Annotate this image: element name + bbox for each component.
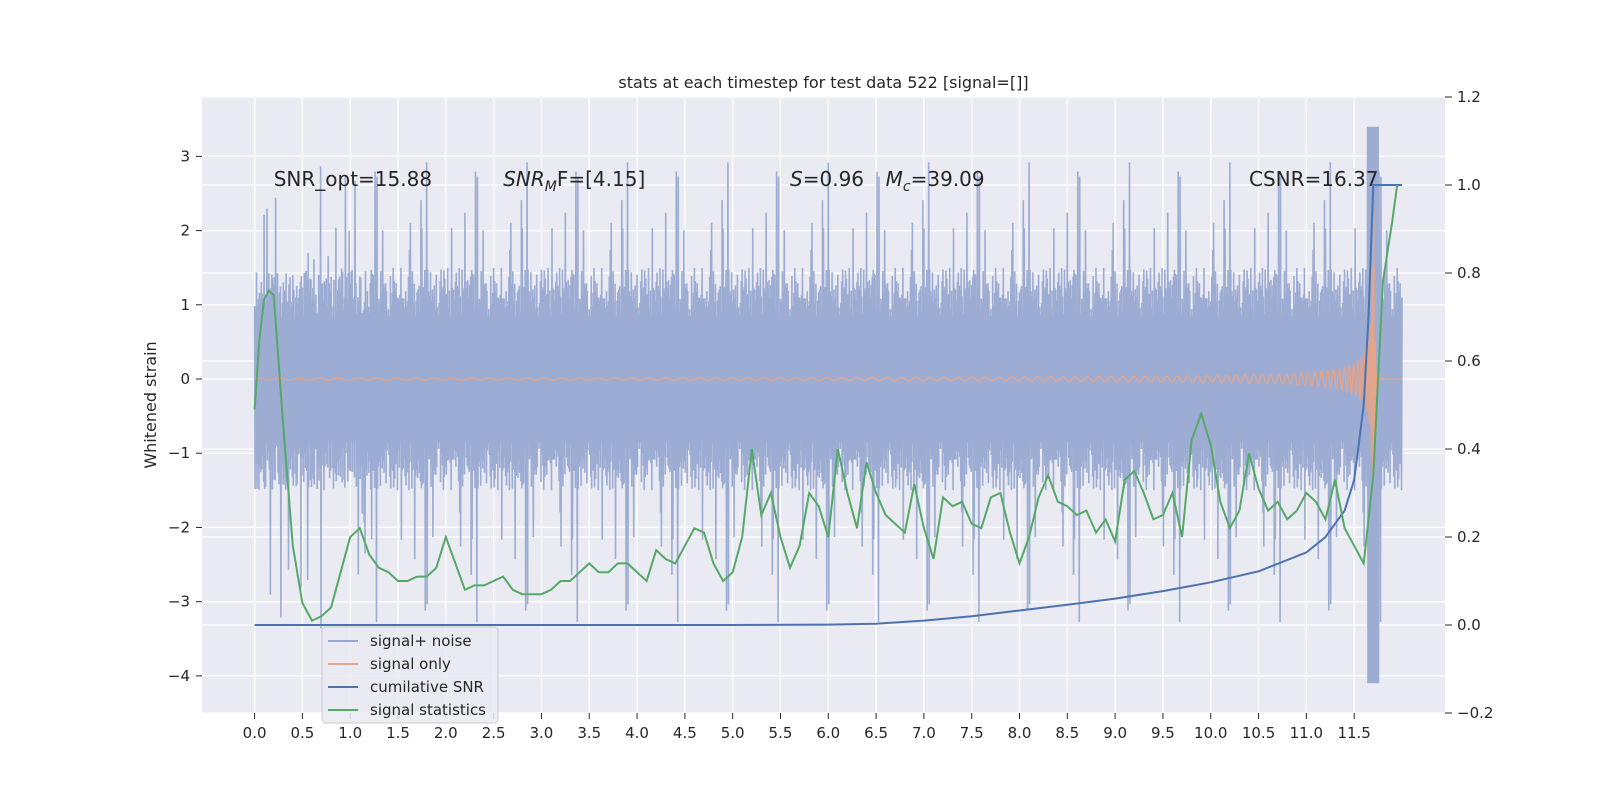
y2-tick-label: 0.2 [1457, 528, 1481, 546]
annotation-text: Mc=39.09 [886, 167, 985, 195]
signal-noise-line [253, 126, 1403, 684]
x-tick-label: 4.5 [673, 724, 697, 742]
y2-tick-label: 0.0 [1457, 616, 1481, 634]
x-tick-label: 10.5 [1242, 724, 1275, 742]
annotations: SNR_opt=15.88 SNRMF=[4.15] S=0.96 Mc=39.09 C… [274, 167, 1379, 195]
x-tick-label: 6.0 [816, 724, 840, 742]
annotation-text: S=0.96 [790, 167, 864, 191]
annotation-text: SNR_opt=15.88 [274, 167, 432, 191]
y2-tick-label: 1.2 [1457, 88, 1481, 106]
y2-tick-label: −0.2 [1457, 704, 1493, 722]
annotation-value: F=[4.15] [557, 167, 645, 191]
x-tick-label: 8.0 [1008, 724, 1032, 742]
x-tick-label: 6.5 [864, 724, 888, 742]
annotation-value: =39.09 [911, 167, 985, 191]
x-tick-label: 3.5 [577, 724, 601, 742]
x-tick-label: 2.0 [434, 724, 458, 742]
annotation-text: SNRMF=[4.15] [503, 167, 645, 195]
x-tick-label: 11.5 [1337, 724, 1370, 742]
annotation-main: CSNR=16.37 [1249, 167, 1379, 191]
cumulative-snr-line [254, 184, 1402, 626]
y-tick-label: −1 [168, 444, 190, 462]
y-tick-label: 1 [180, 296, 190, 314]
x-tick-label: 5.5 [769, 724, 793, 742]
y2-tick-label: 0.4 [1457, 440, 1481, 458]
x-tick-label: 10.0 [1194, 724, 1227, 742]
legend-box [321, 626, 499, 724]
legend-label: signal only [370, 655, 451, 673]
x-tick-label: 9.0 [1103, 724, 1127, 742]
x-tick-label: 5.0 [721, 724, 745, 742]
series-layer [253, 126, 1403, 684]
annotation-main: S [790, 167, 803, 191]
annotation-main: M [886, 167, 903, 191]
chart-title: stats at each timestep for test data 522… [618, 73, 1028, 92]
y-tick-label: 0 [180, 370, 190, 388]
annotation-main: SNR [503, 167, 545, 191]
axes: 0.0 0.5 1.0 1.5 2.0 2.5 3.0 3.5 4.0 4.5 5.0 5.5 6.0 6… [168, 88, 1494, 742]
annotation-text: CSNR=16.37 [1249, 167, 1379, 191]
annotation-subscript: c [903, 179, 911, 195]
y-axis-label: Whitened strain [141, 341, 160, 468]
x-tick-label: 1.5 [386, 724, 410, 742]
y-tick-label: 2 [180, 222, 190, 240]
legend-label: cumilative SNR [370, 678, 484, 696]
legend: signal+ noise signal only cumilative SNR si… [321, 626, 499, 724]
x-tick-label: 0.0 [243, 724, 267, 742]
x-tick-label: 4.0 [625, 724, 649, 742]
x-tick-label: 0.5 [290, 724, 314, 742]
x-tick-label: 8.5 [1055, 724, 1079, 742]
y2-tick-label: 0.8 [1457, 264, 1481, 282]
annotation-value: =0.96 [803, 167, 864, 191]
y-tick-label: −4 [168, 667, 190, 685]
y2-tick-label: 1.0 [1457, 176, 1481, 194]
legend-label: signal statistics [370, 701, 486, 719]
y2-tick-label: 0.6 [1457, 352, 1481, 370]
signal-statistics-line [253, 184, 1399, 622]
y-tick-label: −2 [168, 518, 190, 536]
x-tick-label: 11.0 [1290, 724, 1323, 742]
signal-only-line [254, 206, 1402, 493]
x-tick-label: 3.0 [530, 724, 554, 742]
x-tick-label: 1.0 [338, 724, 362, 742]
legend-label: signal+ noise [370, 632, 472, 650]
y-tick-label: −3 [168, 593, 190, 611]
y-tick-label: 3 [180, 147, 190, 165]
x-tick-label: 7.0 [912, 724, 936, 742]
x-tick-label: 7.5 [960, 724, 984, 742]
annotation-main: SNR_opt=15.88 [274, 167, 432, 191]
x-tick-label: 2.5 [482, 724, 506, 742]
x-tick-label: 9.5 [1151, 724, 1175, 742]
annotation-subscript: M [545, 179, 557, 195]
